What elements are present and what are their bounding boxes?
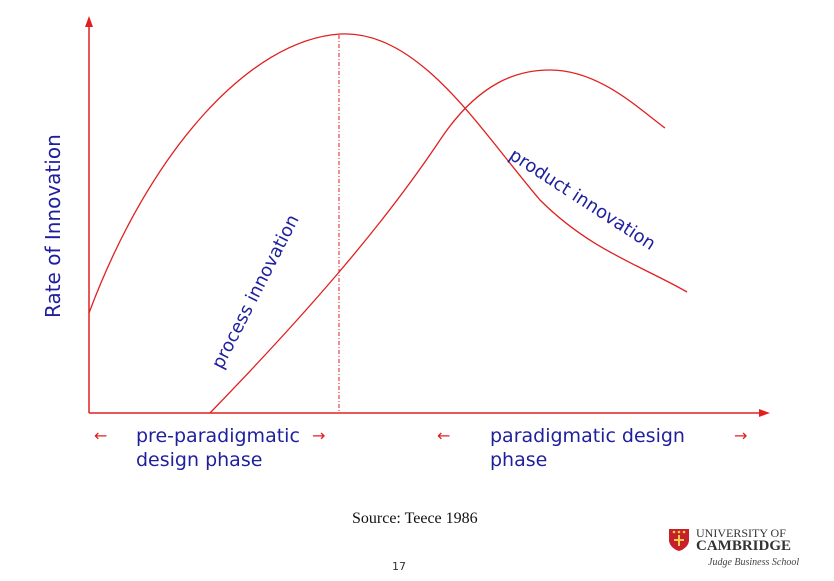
y-axis-arrowhead	[85, 16, 93, 27]
pre-phase-left-arrow: ←	[94, 426, 108, 445]
cambridge-crest-icon	[669, 529, 689, 551]
post-phase-left-arrow: ←	[437, 426, 451, 445]
logo-line-judge: Judge Business School	[708, 557, 800, 568]
process-innovation-curve	[209, 69, 666, 414]
logo-line-university: UNIVERSITY OF	[696, 526, 786, 540]
product-innovation-label: product innovation	[505, 145, 659, 255]
y-axis-label: Rate of Innovation	[41, 134, 65, 318]
pre-phase-right-arrow: →	[312, 426, 326, 445]
product-innovation-curve	[88, 33, 688, 314]
x-axis-arrowhead	[759, 409, 770, 417]
logo-line-cambridge: CAMBRIDGE	[696, 538, 792, 554]
source-citation: Source: Teece 1986	[352, 510, 478, 527]
pre-paradigmatic-phase-label: pre-paradigmatic design phase	[136, 425, 300, 471]
paradigmatic-phase-label: paradigmatic design phase	[490, 425, 685, 471]
innovation-diagram: Rate of Innovation process innovation pr…	[41, 16, 770, 417]
process-innovation-label: process innovation	[208, 211, 304, 372]
page-number: 17	[392, 560, 406, 573]
post-phase-right-arrow: →	[734, 426, 748, 445]
university-logo: UNIVERSITY OF CAMBRIDGE Judge Business S…	[668, 524, 828, 574]
